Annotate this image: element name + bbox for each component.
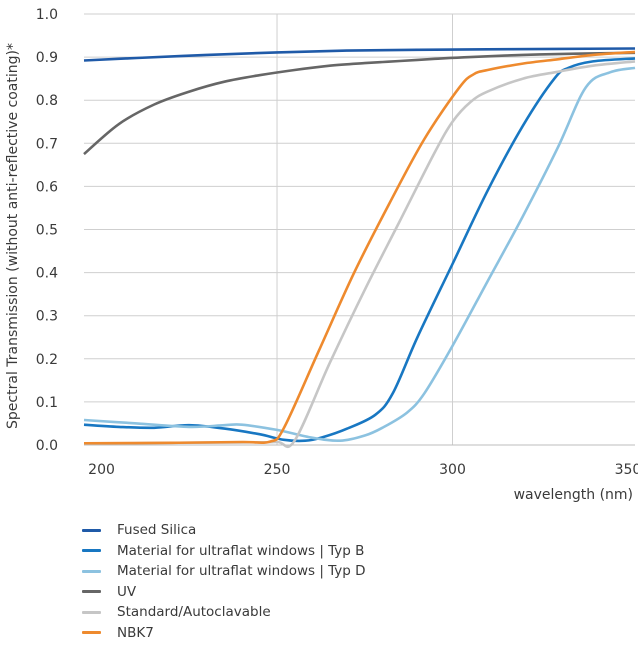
x-tick-label: 200 — [88, 462, 115, 478]
legend-item: Standard/Autoclavable — [82, 602, 366, 623]
legend-label: Material for ultraflat windows | Typ B — [117, 542, 365, 559]
legend-swatch — [82, 610, 101, 614]
legend-label: UV — [117, 583, 137, 600]
legend-swatch — [82, 631, 101, 635]
series-line-nbk7 — [83, 50, 636, 445]
y-tick-label: 0.8 — [36, 93, 58, 109]
series-line-standard-autoclavable — [83, 60, 636, 449]
legend-swatch — [82, 528, 101, 532]
axes: 0.0 0.1 0.2 0.3 0.4 0.5 0.6 0.7 0.8 0.9 1.0 200 250 3… — [36, 7, 638, 478]
y-tick-label: 1.0 — [36, 7, 58, 23]
legend-label: Standard/Autoclavable — [117, 604, 271, 621]
legend-label: NBK7 — [117, 624, 154, 641]
x-tick-label: 250 — [264, 462, 291, 478]
legend: Fused Silica Material for ultraflat windo… — [82, 520, 366, 643]
y-axis-label: Spectral Transmission (without anti-refl… — [5, 43, 21, 429]
legend-label: Fused Silica — [117, 522, 197, 539]
y-tick-label: 0.4 — [36, 266, 58, 282]
legend-item: UV — [82, 582, 366, 603]
y-tick-label: 0.2 — [36, 352, 58, 368]
legend-item: Material for ultraflat windows | Typ D — [82, 561, 366, 582]
y-tick-label: 0.5 — [36, 223, 58, 239]
series-lines — [83, 47, 636, 449]
y-tick-label: 0.7 — [36, 136, 58, 152]
y-tick-label: 0.9 — [36, 50, 58, 66]
x-tick-label: 300 — [439, 462, 466, 478]
legend-item: NBK7 — [82, 623, 366, 644]
legend-item: Fused Silica — [82, 520, 366, 541]
y-tick-label: 0.3 — [36, 309, 58, 325]
y-tick-label: 0.6 — [36, 179, 58, 195]
x-tick-label: 350 — [615, 462, 638, 478]
legend-item: Material for ultraflat windows | Typ B — [82, 541, 366, 562]
x-axis-label: wavelength (nm) — [514, 487, 633, 503]
grid-lines — [84, 13, 635, 446]
series-line-fused-silica — [83, 47, 636, 62]
legend-swatch — [82, 590, 101, 594]
y-tick-label: 0.0 — [36, 438, 58, 454]
legend-label: Material for ultraflat windows | Typ D — [117, 563, 366, 580]
legend-swatch — [82, 549, 101, 553]
series-line-material-for-ultraflat-windows-typ-b — [83, 57, 636, 443]
series-line-material-for-ultraflat-windows-typ-d — [83, 66, 636, 443]
legend-swatch — [82, 569, 101, 573]
y-tick-label: 0.1 — [36, 395, 58, 411]
series-line-uv — [83, 51, 636, 156]
